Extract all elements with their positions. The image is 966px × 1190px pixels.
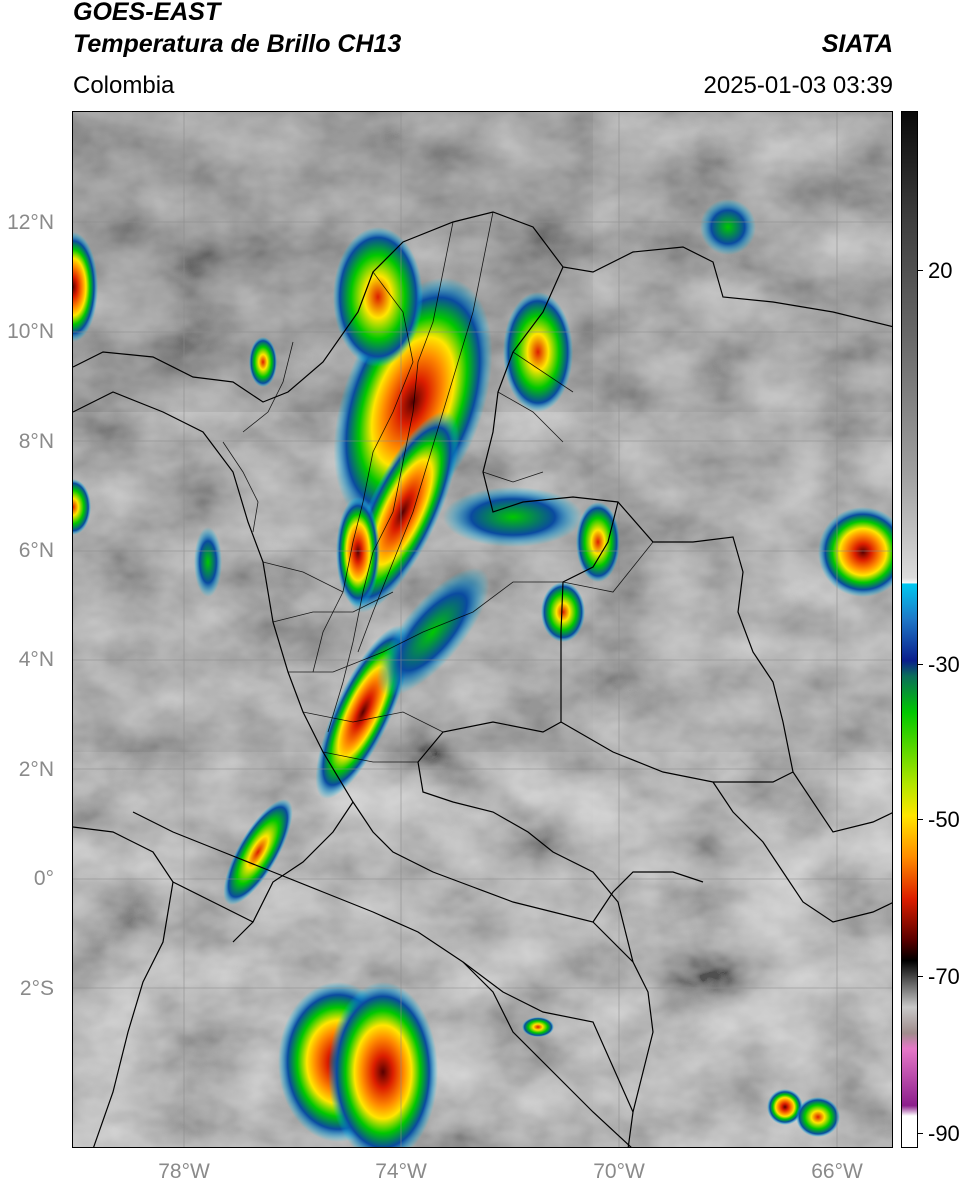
- department-borders: [222, 211, 654, 763]
- country-borders: [73, 211, 892, 1147]
- lat-label-6n: 6°N: [18, 539, 54, 562]
- colorbar-label-minus30: -30: [928, 652, 960, 677]
- lon-label-78w: 78°W: [158, 1160, 210, 1183]
- lat-label-12n: 12°N: [7, 211, 54, 234]
- colorbar-label-20: 20: [928, 258, 953, 283]
- colorbar-tick-20: [917, 270, 923, 271]
- lat-label-4n: 4°N: [18, 648, 54, 671]
- satellite-title: GOES-EAST: [73, 0, 221, 26]
- satellite-image: [73, 112, 892, 1147]
- temperature-colorbar: [901, 111, 918, 1148]
- lat-label-8n: 8°N: [18, 430, 54, 453]
- lon-label-66w: 66°W: [811, 1160, 863, 1183]
- colorbar-label-minus50: -50: [928, 807, 960, 832]
- graticule: [73, 112, 892, 1147]
- lat-label-10n: 10°N: [7, 320, 54, 343]
- lon-label-70w: 70°W: [593, 1160, 645, 1183]
- lat-label-2n: 2°N: [18, 758, 54, 781]
- colorbar-tick-minus50: [917, 819, 923, 820]
- lat-label-0: 0°: [33, 867, 54, 890]
- convective-cells: [73, 199, 892, 1147]
- satellite-map[interactable]: [72, 111, 893, 1148]
- region-label: Colombia: [73, 72, 175, 99]
- lon-label-74w: 74°W: [375, 1160, 427, 1183]
- colorbar-label-minus90: -90: [928, 1121, 960, 1146]
- timestamp-label: 2025-01-03 03:39: [703, 72, 894, 99]
- lat-label-2s: 2°S: [19, 977, 54, 1000]
- colorbar-tick-minus30: [917, 664, 923, 665]
- product-title: Temperatura de Brillo CH13: [73, 30, 402, 58]
- colorbar-tick-minus70: [917, 976, 923, 977]
- colorbar-tick-minus90: [917, 1133, 923, 1134]
- colorbar-label-minus70: -70: [928, 964, 960, 989]
- organization-label: SIATA: [821, 30, 893, 58]
